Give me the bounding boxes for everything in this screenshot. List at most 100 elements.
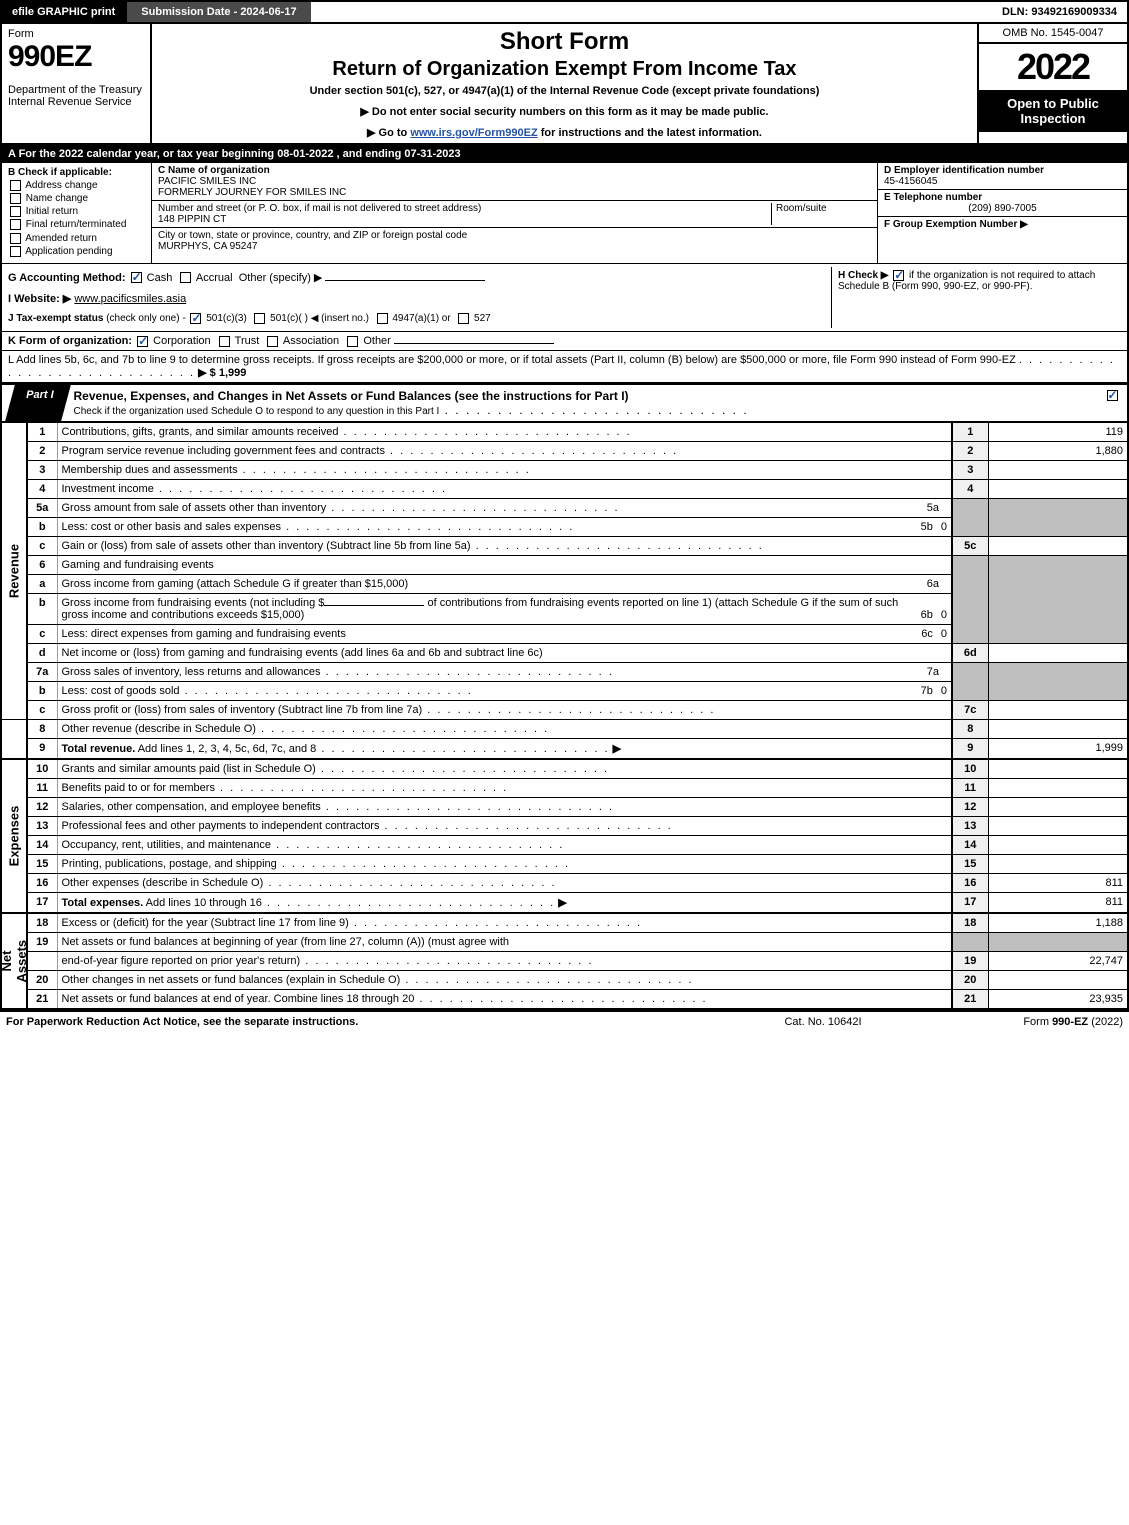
line1-amount: 119 (988, 423, 1128, 442)
chk-other-org[interactable] (347, 336, 358, 347)
part1-header: Part I Revenue, Expenses, and Changes in… (0, 384, 1129, 423)
irs-label: Internal Revenue Service (8, 96, 144, 108)
line18-amount: 1,188 (988, 913, 1128, 933)
chk-527[interactable] (458, 313, 469, 324)
chk-501c[interactable] (254, 313, 265, 324)
line2-amount: 1,880 (988, 441, 1128, 460)
side-revenue: Revenue (7, 544, 22, 598)
line5a-sub (943, 499, 951, 517)
line7a-sub (943, 663, 951, 681)
j-label: J Tax-exempt status (8, 313, 103, 324)
part1-subtitle: Check if the organization used Schedule … (74, 406, 440, 417)
telephone-label: E Telephone number (884, 192, 982, 203)
city-state-zip: MURPHYS, CA 95247 (158, 241, 258, 252)
room-suite-label: Room/suite (776, 203, 827, 214)
line7b-sub: 0 (937, 682, 951, 700)
ein-value: 45-4156045 (884, 176, 937, 187)
org-name: PACIFIC SMILES INC (158, 176, 256, 187)
line12-amount (988, 797, 1128, 816)
omb-number: OMB No. 1545-0047 (979, 24, 1127, 44)
instructions-link-row: ▶ Go to www.irs.gov/Form990EZ for instru… (160, 126, 969, 139)
line15-amount (988, 854, 1128, 873)
telephone-value: (209) 890-7005 (884, 203, 1121, 214)
irs-link[interactable]: www.irs.gov/Form990EZ (410, 127, 537, 139)
part1-tab: Part I (5, 385, 70, 421)
part1-title: Revenue, Expenses, and Changes in Net As… (74, 389, 629, 403)
chk-schedule-o-used[interactable] (1107, 390, 1118, 401)
chk-cash[interactable] (131, 272, 142, 283)
c-name-label: C Name of organization (158, 165, 270, 176)
revenue-table: Revenue 1Contributions, gifts, grants, a… (0, 423, 1129, 1010)
l-text: L Add lines 5b, 6c, and 7b to line 9 to … (8, 354, 1016, 366)
row-k: K Form of organization: Corporation Trus… (0, 332, 1129, 351)
org-former-name: FORMERLY JOURNEY FOR SMILES INC (158, 187, 346, 198)
row-gh: G Accounting Method: Cash Accrual Other … (0, 264, 1129, 332)
chk-address-change[interactable]: Address change (8, 180, 145, 191)
row-l: L Add lines 5b, 6c, and 7b to line 9 to … (0, 351, 1129, 384)
line21-amount: 23,935 (988, 989, 1128, 1009)
subtitle: Under section 501(c), 527, or 4947(a)(1)… (160, 85, 969, 97)
note2-post: for instructions and the latest informat… (538, 127, 762, 139)
g-label: G Accounting Method: (8, 272, 126, 284)
line4-amount (988, 479, 1128, 498)
efile-print-button[interactable]: efile GRAPHIC print (2, 2, 127, 22)
box-c: C Name of organization PACIFIC SMILES IN… (152, 163, 877, 263)
line20-amount (988, 970, 1128, 989)
k-label: K Form of organization: (8, 335, 132, 347)
row-a-tax-year: A For the 2022 calendar year, or tax yea… (0, 145, 1129, 163)
chk-corporation[interactable] (137, 336, 148, 347)
chk-association[interactable] (267, 336, 278, 347)
street-label: Number and street (or P. O. box, if mail… (158, 203, 481, 214)
line19-amount: 22,747 (988, 951, 1128, 970)
chk-501c3[interactable] (190, 313, 201, 324)
chk-name-change[interactable]: Name change (8, 193, 145, 204)
line7c-amount (988, 700, 1128, 719)
chk-trust[interactable] (219, 336, 230, 347)
line3-amount (988, 460, 1128, 479)
paperwork-notice: For Paperwork Reduction Act Notice, see … (6, 1016, 723, 1028)
form-number: 990EZ (8, 40, 144, 74)
line6c-sub: 0 (937, 625, 951, 643)
website-link[interactable]: www.pacificsmiles.asia (74, 293, 186, 305)
line11-amount (988, 778, 1128, 797)
b-header: B Check if applicable: (8, 167, 112, 178)
open-to-public: Open to Public Inspection (979, 90, 1127, 132)
box-b: B Check if applicable: Address change Na… (2, 163, 152, 263)
ssn-warning: ▶ Do not enter social security numbers o… (160, 105, 969, 118)
chk-final-return[interactable]: Final return/terminated (8, 219, 145, 230)
chk-application-pending[interactable]: Application pending (8, 246, 145, 257)
tax-year: 2022 (979, 44, 1127, 90)
catalog-number: Cat. No. 10642I (723, 1016, 923, 1028)
line16-amount: 811 (988, 873, 1128, 892)
street-address: 148 PIPPIN CT (158, 214, 226, 225)
section-bcd: B Check if applicable: Address change Na… (0, 163, 1129, 264)
line17-amount: 811 (988, 892, 1128, 913)
city-label: City or town, state or province, country… (158, 230, 467, 241)
note2-pre: ▶ Go to (367, 127, 410, 139)
top-bar: efile GRAPHIC print Submission Date - 20… (0, 0, 1129, 24)
chk-amended-return[interactable]: Amended return (8, 233, 145, 244)
line5c-amount (988, 536, 1128, 555)
line9-amount: 1,999 (988, 738, 1128, 759)
submission-date: Submission Date - 2024-06-17 (127, 2, 310, 22)
h-label: H Check ▶ (838, 270, 888, 281)
side-net-assets: Net Assets (0, 937, 29, 984)
chk-accrual[interactable] (180, 272, 191, 283)
line5b-sub: 0 (937, 518, 951, 536)
form-ref: Form 990-EZ (2022) (923, 1016, 1123, 1028)
line10-amount (988, 759, 1128, 779)
line6b-sub: 0 (937, 594, 951, 624)
title-return: Return of Organization Exempt From Incom… (160, 58, 969, 81)
side-expenses: Expenses (7, 806, 22, 867)
chk-schedule-b-not-required[interactable] (893, 270, 904, 281)
dept-treasury: Department of the Treasury (8, 84, 144, 96)
l-amount: ▶ $ 1,999 (198, 367, 246, 379)
page-footer: For Paperwork Reduction Act Notice, see … (0, 1010, 1129, 1032)
dln: DLN: 93492169009334 (992, 2, 1127, 22)
other-specify: Other (specify) ▶ (239, 272, 323, 284)
line6a-sub (943, 575, 951, 593)
chk-4947[interactable] (377, 313, 388, 324)
line13-amount (988, 816, 1128, 835)
chk-initial-return[interactable]: Initial return (8, 206, 145, 217)
line8-amount (988, 719, 1128, 738)
